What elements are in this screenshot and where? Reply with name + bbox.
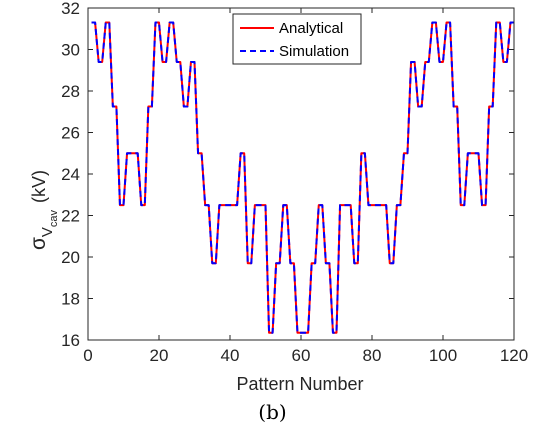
figure-caption: (b) [258,400,287,424]
y-tick-label: 24 [61,165,80,184]
x-tick-label: 40 [221,346,240,365]
x-axis-label: Pattern Number [236,374,363,394]
x-tick-label: 20 [150,346,169,365]
y-label-subsub: cav [48,209,60,227]
x-axis: 0 20 40 60 80 100 120 [83,8,528,365]
plot-frame [87,7,515,341]
x-tick-label: 80 [363,346,382,365]
x-tick-label: 120 [500,346,528,365]
legend-box [232,13,362,65]
y-axis: 16 18 20 22 24 26 28 30 32 [61,0,514,350]
x-tick-label: 100 [429,346,457,365]
legend-label-simulation: Simulation [279,43,349,60]
series-line-simulation [91,21,514,334]
y-label-symbol: σ [27,237,50,250]
legend: Analytical Simulation [232,13,362,65]
y-tick-label: 18 [61,290,80,309]
y-label-sub: V [39,227,56,237]
series-layer [91,21,514,334]
y-axis-label: σVcav (kV) [27,170,60,250]
line-chart: 0 20 40 60 80 100 120 16 18 20 22 24 26 28 30 32 Patte… [27,0,528,394]
y-tick-label: 32 [61,0,80,18]
y-tick-label: 20 [61,248,80,267]
y-tick-label: 30 [61,41,80,60]
y-tick-label: 26 [61,124,80,143]
y-tick-label: 22 [61,207,80,226]
y-tick-label: 28 [61,82,80,101]
legend-label-analytical: Analytical [279,20,343,37]
y-tick-label: 16 [61,331,80,350]
svg-text:σVcav(kV): σVcav (kV) [27,170,60,250]
x-tick-label: 0 [83,346,92,365]
y-label-unit: (kV) [29,170,49,203]
x-tick-label: 60 [292,346,311,365]
